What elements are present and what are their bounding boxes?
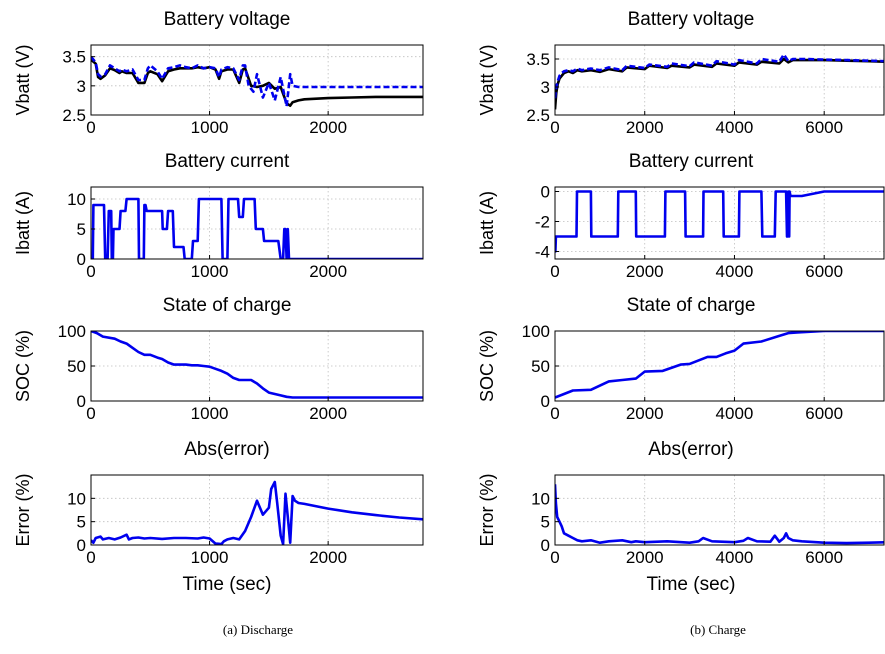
y-tick-label: 2.5 (526, 106, 550, 125)
axes-frame (554, 44, 885, 116)
y-tick-label: 2.5 (62, 106, 86, 125)
x-tick-label: 0 (550, 548, 559, 567)
chart-title: Battery current (629, 151, 754, 172)
axes-frame (90, 474, 424, 546)
axes-frame (90, 44, 424, 116)
x-tick-label: 0 (86, 404, 95, 423)
y-tick-label: 10 (67, 190, 86, 209)
panel-dis-current: 0 1000 2000 0 5 10 Battery current Ibatt (A) (13, 151, 424, 281)
x-tick-label: 2000 (626, 262, 664, 281)
x-tick-label: 2000 (309, 548, 347, 567)
panel-chg-soc: 0 2000 4000 6000 0 50 100 State of charge SOC (%… (477, 295, 885, 423)
x-tick-label: 0 (550, 118, 559, 137)
caption-charge: (b) Charge (690, 622, 746, 637)
series-line-1 (555, 190, 884, 253)
x-tick-label: 4000 (716, 262, 754, 281)
series-line-1 (555, 484, 884, 545)
y-tick-label: 10 (67, 489, 86, 508)
series-line-2 (555, 53, 884, 99)
y-tick-label: 5 (77, 220, 86, 239)
x-tick-label: 0 (86, 262, 95, 281)
x-tick-label: 4000 (716, 404, 754, 423)
y-tick-label: 0 (541, 536, 550, 555)
chart-title: Battery current (165, 151, 290, 172)
y-tick-label: 5 (541, 513, 550, 532)
x-tick-label: 2000 (309, 404, 347, 423)
x-tick-label: 2000 (309, 262, 347, 281)
axes-frame (554, 474, 885, 546)
x-tick-label: 6000 (805, 404, 843, 423)
chart-title: Battery voltage (164, 9, 291, 30)
y-tick-label: 50 (67, 357, 86, 376)
x-tick-label: 2000 (626, 118, 664, 137)
y-axis-label: Error (%) (477, 474, 497, 547)
series-line-1 (555, 57, 884, 110)
axes-frame (554, 186, 885, 260)
x-tick-label: 1000 (191, 118, 229, 137)
y-tick-label: 10 (531, 489, 550, 508)
y-tick-label: 3.5 (62, 48, 86, 67)
y-tick-label: 5 (77, 513, 86, 532)
y-tick-label: 3 (77, 77, 86, 96)
x-tick-label: 2000 (626, 404, 664, 423)
x-tick-label: 0 (550, 262, 559, 281)
y-axis-label: Vbatt (V) (477, 44, 497, 115)
x-tick-label: 0 (86, 548, 95, 567)
x-tick-label: 0 (550, 404, 559, 423)
y-axis-label: Ibatt (A) (477, 191, 497, 255)
x-tick-label: 6000 (805, 548, 843, 567)
x-tick-label: 0 (86, 118, 95, 137)
y-tick-label: -2 (535, 213, 550, 232)
y-tick-label: 0 (541, 392, 550, 411)
caption-discharge: (a) Discharge (223, 622, 293, 637)
x-tick-label: 1000 (191, 548, 229, 567)
series-line-2 (91, 55, 423, 108)
y-tick-label: 100 (522, 322, 550, 341)
y-tick-label: 50 (531, 357, 550, 376)
axes-frame (90, 186, 424, 260)
series-line-1 (555, 331, 884, 399)
y-axis-label: Vbatt (V) (13, 44, 33, 115)
panel-dis-voltage: 0 1000 2000 2.5 3 3.5 Battery voltage Vbatt (V) (13, 9, 424, 137)
y-tick-label: 3.5 (526, 50, 550, 69)
y-axis-label: SOC (%) (477, 330, 497, 402)
x-tick-label: 4000 (716, 118, 754, 137)
panel-dis-soc: 0 1000 2000 0 50 100 State of charge SOC (%) (13, 295, 424, 423)
y-axis-label: Error (%) (13, 474, 33, 547)
x-axis-label: Time (sec) (182, 574, 271, 595)
chart-title: Battery voltage (628, 9, 755, 30)
y-tick-label: 0 (77, 536, 86, 555)
y-axis-label: SOC (%) (13, 330, 33, 402)
x-tick-label: 1000 (191, 404, 229, 423)
y-tick-label: 0 (77, 250, 86, 269)
panel-chg-current: 0 2000 4000 6000 -4 -2 0 Battery current Ibatt (… (477, 151, 885, 281)
x-tick-label: 2000 (626, 548, 664, 567)
y-tick-label: 3 (541, 78, 550, 97)
x-axis-label: Time (sec) (646, 574, 735, 595)
x-tick-label: 6000 (805, 262, 843, 281)
x-tick-label: 6000 (805, 118, 843, 137)
chart-title: Abs(error) (184, 439, 270, 460)
x-tick-label: 1000 (191, 262, 229, 281)
series-line-1 (91, 480, 423, 545)
chart-title: Abs(error) (648, 439, 734, 460)
series-line-1 (91, 197, 423, 259)
x-tick-label: 2000 (309, 118, 347, 137)
y-tick-label: 0 (77, 392, 86, 411)
chart-title: State of charge (163, 295, 292, 316)
y-tick-label: 100 (58, 322, 86, 341)
series-line-1 (91, 331, 423, 399)
axes-frame (90, 330, 424, 402)
panel-chg-voltage: 0 2000 4000 6000 2.5 3 3.5 Battery voltage Vbatt… (477, 9, 885, 137)
y-tick-label: 0 (541, 183, 550, 202)
y-axis-label: Ibatt (A) (13, 191, 33, 255)
chart-title: State of charge (627, 295, 756, 316)
x-tick-label: 4000 (716, 548, 754, 567)
series-line-1 (91, 58, 423, 107)
y-tick-label: -4 (535, 243, 550, 262)
